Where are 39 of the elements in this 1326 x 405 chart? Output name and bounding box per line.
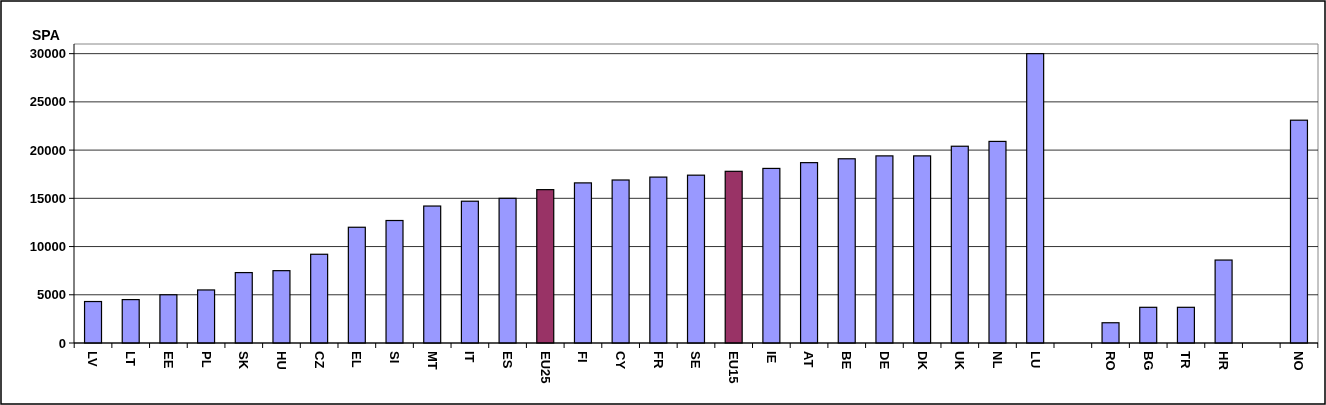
x-tick-label: RO (1102, 351, 1118, 371)
x-tick-label: HR (1216, 351, 1232, 371)
x-tick-label: TR (1178, 351, 1194, 369)
y-tick-label: 30000 (29, 46, 66, 62)
x-tick-label: HU (273, 351, 289, 370)
y-tick-label: 0 (58, 335, 66, 351)
x-tick-label: NL (989, 351, 1005, 369)
x-tick-label: LU (1027, 351, 1043, 369)
y-tick-label: 5000 (37, 287, 66, 303)
x-tick-label: EE (160, 351, 176, 369)
y-tick-label: 25000 (29, 94, 66, 110)
x-tick-label: IE (763, 351, 779, 364)
x-tick-label: SI (386, 351, 402, 364)
x-tick-label: ES (500, 351, 516, 369)
x-tick-label: DE (876, 351, 892, 370)
x-tick-label: MT (424, 351, 440, 370)
x-tick-label: FI (575, 351, 591, 363)
y-tick-label: 15000 (29, 190, 66, 206)
x-tick-label: LT (123, 351, 139, 366)
y-axis-title: SPA (32, 27, 60, 43)
x-tick-label: AT (801, 351, 817, 368)
x-tick-label: PL (198, 351, 214, 368)
y-tick-label: 10000 (29, 239, 66, 255)
x-tick-label: SK (236, 351, 252, 370)
x-tick-label: LV (85, 351, 101, 367)
x-tick-label: EL (349, 351, 365, 368)
x-tick-label: FR (650, 351, 666, 369)
x-tick-label: EU25 (537, 351, 553, 384)
x-tick-label: BG (1140, 351, 1156, 371)
x-tick-label: SE (688, 351, 704, 369)
x-tick-label: NO (1291, 351, 1307, 371)
x-tick-label: CY (613, 351, 629, 370)
y-tick-label: 20000 (29, 142, 66, 158)
x-tick-label: IT (462, 351, 478, 363)
x-tick-label: EU15 (726, 351, 742, 384)
x-tick-label: BE (839, 351, 855, 370)
x-tick-label: UK (952, 351, 968, 371)
x-tick-label: CZ (311, 351, 327, 369)
x-tick-label: DK (914, 351, 930, 371)
